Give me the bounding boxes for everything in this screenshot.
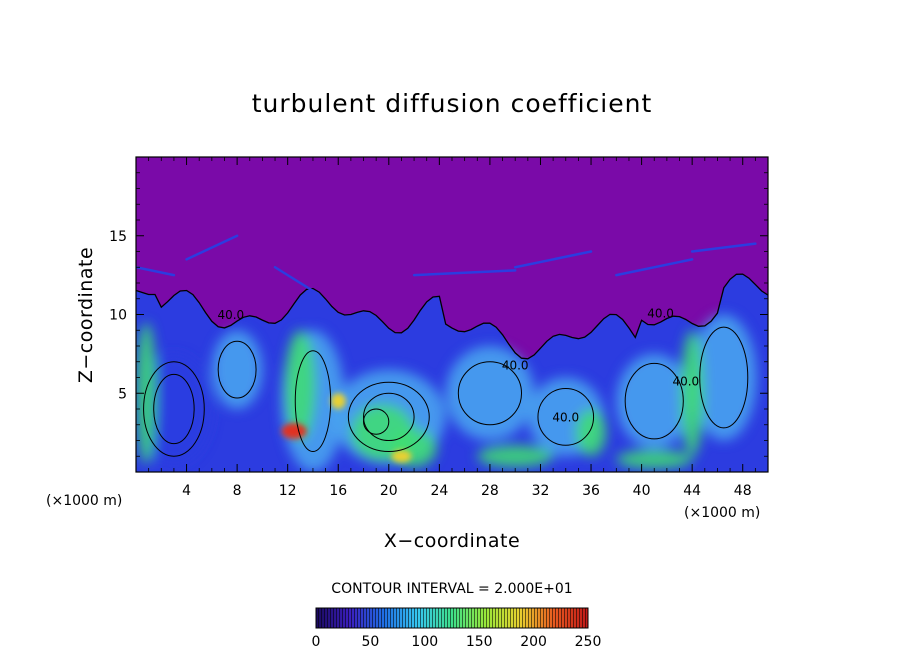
y-tick-label: 10 [109, 308, 127, 324]
contour-line [699, 326, 749, 429]
turbulence-blob [680, 330, 704, 457]
contour-line [217, 340, 257, 399]
x-tick-label: 48 [734, 483, 752, 499]
contour-lines [136, 234, 768, 457]
colorbar-tick-label: 250 [575, 634, 602, 650]
turbulence-streak [412, 269, 517, 277]
turbulence-streak [690, 242, 757, 253]
contour-labels: 40.0 40.0 40.0 40.0 40.0 [217, 307, 699, 425]
turbulence-blob [690, 314, 757, 441]
contour-line [153, 373, 195, 445]
x-tick-label: 28 [481, 483, 499, 499]
colorbar-tick-label: 0 [312, 634, 321, 650]
turbulence-streak [513, 250, 593, 269]
contour-line [136, 273, 768, 360]
turbulence-blob [477, 445, 554, 468]
contour-label: 40.0 [672, 374, 699, 388]
colorbar-tick-label: 50 [361, 634, 379, 650]
turbulence-blobs [136, 314, 757, 472]
x-axis-unit-label-left: (×1000 m) [46, 493, 122, 509]
turbulence-blob [616, 353, 693, 449]
contour-line [347, 381, 430, 453]
contour-line [624, 362, 684, 440]
turbulence-blob [575, 409, 607, 457]
contour-line [363, 392, 415, 441]
colorbar-tick-label: 200 [520, 634, 547, 650]
y-tick-label: 15 [109, 229, 127, 245]
plot-area: 40.0 40.0 40.0 40.0 40.0 [135, 156, 769, 473]
y-axis-label: Z−coordinate [75, 247, 97, 383]
x-tick-label: 32 [532, 483, 550, 499]
turbulence-peak [330, 393, 346, 409]
turbulence-streak [615, 258, 694, 277]
contour-label: 40.0 [502, 359, 529, 373]
x-tick-label: 24 [430, 483, 448, 499]
x-tick-label: 44 [683, 483, 701, 499]
x-axis-unit-label-right: (×1000 m) [684, 505, 760, 521]
colorbar-frame [315, 607, 589, 629]
turbulence-blob [616, 449, 693, 469]
turbulence-blob [211, 330, 263, 409]
x-tick-label: 36 [582, 483, 600, 499]
contour-label: 40.0 [217, 308, 244, 322]
contour-line [143, 361, 205, 457]
contour-label: 40.0 [552, 411, 579, 425]
contour-label: 40.0 [647, 307, 674, 321]
x-tick-label: 16 [329, 483, 347, 499]
turbulence-peak [391, 449, 412, 463]
y-tick-label: 5 [118, 386, 127, 402]
turbulence-streak [136, 266, 176, 277]
contour-line [537, 388, 595, 446]
contour-interval-label: CONTOUR INTERVAL = 2.000E+01 [331, 581, 572, 597]
x-tick-label: 40 [633, 483, 651, 499]
chart-title: turbulent diffusion coefficient [252, 89, 653, 118]
x-tick-label: 12 [279, 483, 297, 499]
turbulence-blob [136, 322, 157, 465]
turbulence-streak [185, 234, 239, 261]
x-tick-label: 8 [233, 483, 242, 499]
axis-ticks [136, 157, 768, 472]
contour-line [363, 408, 390, 435]
colorbar: 0 50 100 150 200 250 [312, 607, 602, 650]
colorbar-tick-labels: 0 50 100 150 200 250 [312, 634, 602, 650]
colorbar-tick-label: 150 [466, 634, 493, 650]
turbulence-blob [445, 346, 535, 441]
colorbar-stripes [316, 608, 588, 628]
turbulence-streak [273, 266, 315, 293]
contour-line [457, 361, 523, 426]
contour-line [294, 350, 332, 453]
x-tick-label: 4 [182, 483, 191, 499]
turbulence-peak [281, 423, 307, 439]
x-tick-label: 20 [380, 483, 398, 499]
turbulence-field [136, 274, 768, 472]
colorbar-tick-label: 100 [411, 634, 438, 650]
x-axis-label: X−coordinate [384, 530, 520, 552]
y-tick-labels: 5 10 15 [109, 229, 127, 403]
turbulence-blob [285, 330, 316, 441]
x-tick-labels: 4 8 12 16 20 24 28 32 36 40 44 48 [182, 483, 752, 499]
